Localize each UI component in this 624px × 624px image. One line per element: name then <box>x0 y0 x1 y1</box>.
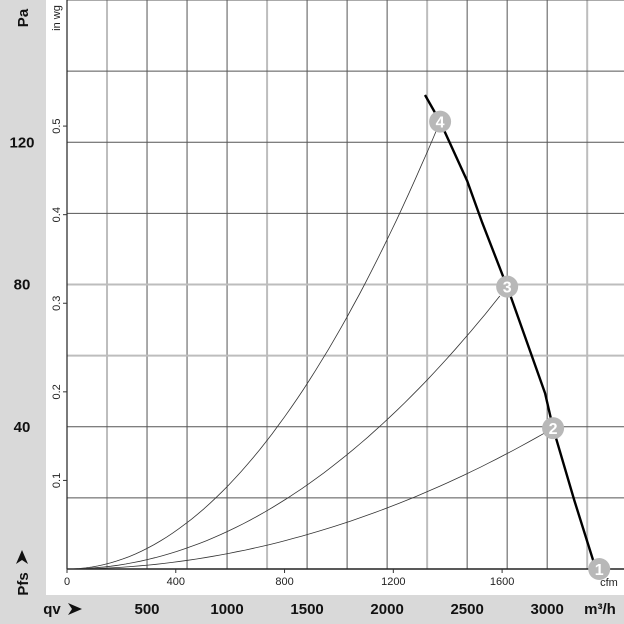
x-tick-m3h: 2000 <box>370 601 403 618</box>
operating-point-2: 2 <box>542 417 565 440</box>
x-axis-label: qv <box>43 601 61 618</box>
system-curve-3 <box>66 295 501 570</box>
operating-points: 1 2 3 4 <box>429 110 611 580</box>
operating-point-label: 1 <box>595 562 604 579</box>
x-tick-cfm: 400 <box>167 576 185 588</box>
x-tick-m3h: 3000 <box>530 601 563 618</box>
y-tick-inwg: 0.2 <box>51 384 63 399</box>
y-tick-pa: 40 <box>14 419 31 436</box>
axis-labels: 40 80 120 Pa Pfs 0.1 0.2 0.3 0.4 0.5 in wg 0 400 800 1… <box>9 5 617 618</box>
x-tick-m3h: 1500 <box>290 601 323 618</box>
x-tick-m3h: 2500 <box>450 601 483 618</box>
operating-point-label: 2 <box>549 421 558 438</box>
y-axis-label: Pfs <box>15 572 32 595</box>
x-arrow-icon <box>68 603 82 615</box>
x-tick-cfm: 1200 <box>381 576 405 588</box>
bottom-band <box>0 595 624 624</box>
operating-point-marker <box>429 110 452 133</box>
y-tick-pa: 80 <box>14 277 31 294</box>
operating-point-label: 3 <box>503 280 512 297</box>
operating-point-label: 4 <box>436 115 445 132</box>
x-tick-cfm: 800 <box>275 576 293 588</box>
y-tick-inwg: 0.5 <box>51 118 63 133</box>
plot-background <box>46 0 624 595</box>
y-unit-pa: Pa <box>15 8 32 27</box>
y-unit-inwg: in wg <box>51 5 63 31</box>
operating-point-marker <box>496 275 519 298</box>
y-tick-pa: 120 <box>9 134 34 151</box>
operating-point-marker <box>542 417 565 440</box>
operating-point-4: 4 <box>429 110 452 133</box>
y-arrow-icon <box>16 550 28 564</box>
x-tick-cfm: 1600 <box>490 576 514 588</box>
x-unit-cfm: cfm <box>600 577 618 589</box>
y-tick-inwg: 0.1 <box>51 473 63 488</box>
left-band <box>0 0 46 624</box>
operating-point-3: 3 <box>496 275 519 298</box>
system-curve-4 <box>66 121 441 570</box>
operating-point-marker <box>588 558 611 580</box>
y-tick-inwg: 0.4 <box>51 207 63 222</box>
system-curve-2 <box>67 432 546 570</box>
y-tick-inwg: 0.3 <box>51 296 63 311</box>
operating-point-1: 1 <box>588 558 611 580</box>
x-tick-cfm: 0 <box>64 576 70 588</box>
x-tick-m3h: 500 <box>135 601 160 618</box>
x-unit-m3h: m³/h <box>584 601 616 618</box>
x-tick-m3h: 1000 <box>210 601 243 618</box>
